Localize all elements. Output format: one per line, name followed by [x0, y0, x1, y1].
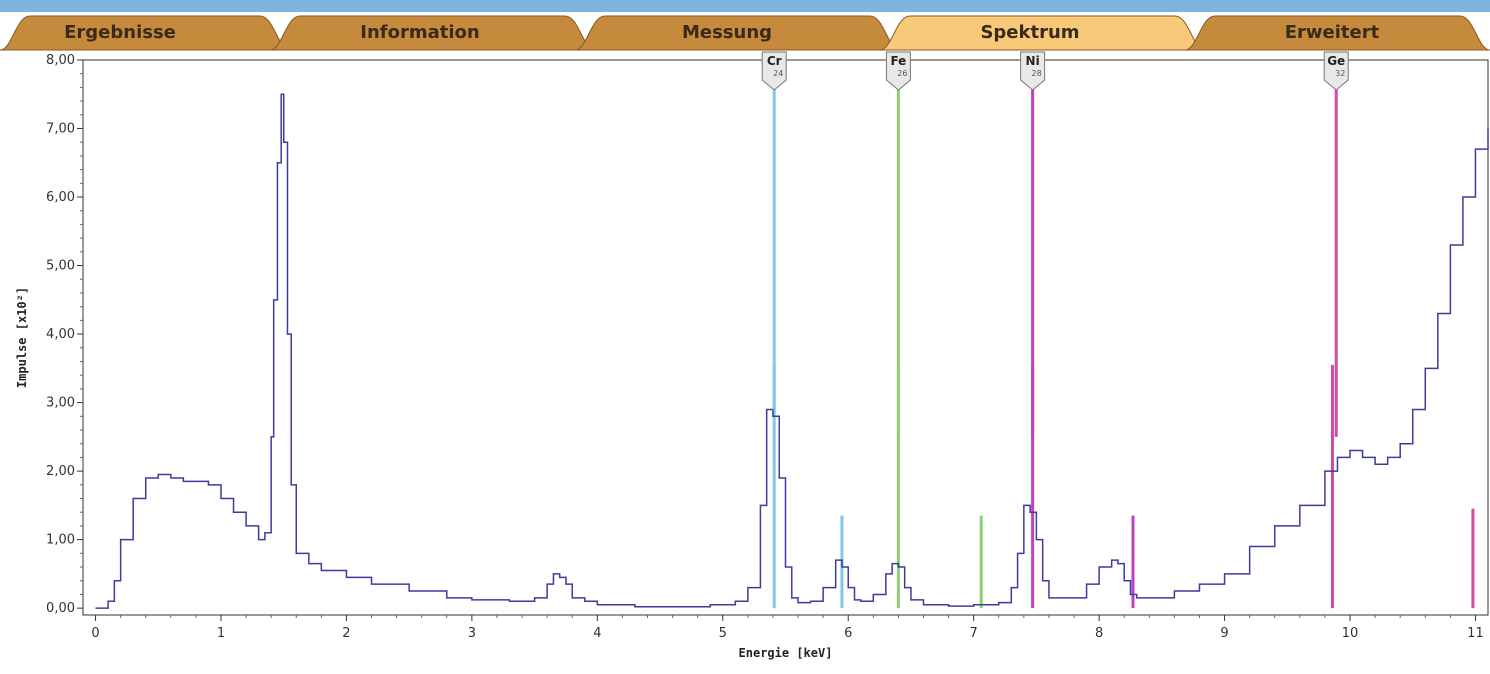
element-symbol: Fe [890, 54, 906, 68]
y-tick-label: 8,00 [46, 53, 75, 68]
tab-information[interactable]: Information [360, 22, 480, 43]
element-tag [1323, 51, 1349, 91]
element-symbol: Cr [767, 54, 782, 68]
tab-shapes [0, 15, 1490, 51]
y-tick-label: 2,00 [46, 464, 75, 479]
x-tick-label: 3 [468, 626, 476, 641]
tab-erweitert[interactable]: Erweitert [1284, 22, 1380, 43]
y-tick-label: 5,00 [46, 259, 75, 274]
x-tick-label: 9 [1220, 626, 1228, 641]
y-tick-label: 6,00 [46, 190, 75, 205]
y-tick-label: 1,00 [46, 533, 75, 548]
x-tick-label: 7 [970, 626, 978, 641]
element-tag [1020, 51, 1046, 91]
element-symbol: Ni [1026, 54, 1040, 68]
x-tick-label: 8 [1095, 626, 1103, 641]
x-tick-label: 5 [719, 626, 727, 641]
x-tick-label: 6 [844, 626, 852, 641]
tab-messung[interactable]: Messung [681, 22, 773, 43]
spectrum-line [95, 93, 1489, 609]
x-tick-label: 1 [217, 626, 225, 641]
tab-bar: Ergebnisse Information Messung Spektrum … [0, 12, 1490, 52]
element-symbol: Ge [1327, 54, 1345, 68]
tab-spektrum[interactable]: Spektrum [980, 22, 1080, 43]
x-axis-title: Energie [keV] [739, 646, 833, 660]
y-tick-label: 3,00 [46, 396, 75, 411]
top-accent-bar [0, 0, 1490, 12]
element-number: 24 [773, 69, 783, 78]
element-tag [885, 51, 911, 91]
x-tick-label: 11 [1467, 626, 1484, 641]
tab-shape-erweitert [1184, 15, 1490, 51]
x-tick-label: 0 [91, 626, 99, 641]
x-tick-label: 2 [342, 626, 350, 641]
y-axis-title: Impulse [x10²] [15, 287, 29, 388]
element-tag [761, 51, 787, 91]
element-number: 32 [1335, 69, 1345, 78]
element-number: 28 [1032, 69, 1042, 78]
y-tick-label: 4,00 [46, 327, 75, 342]
x-tick-label: 10 [1342, 626, 1359, 641]
spectrum-chart[interactable]: 0,00 1,00 2,00 3,00 4,00 5,00 6,00 7,00 8,00 0 1 2 3… [0, 50, 1490, 674]
tab-ergebnisse[interactable]: Ergebnisse [64, 22, 176, 43]
element-number: 26 [897, 69, 907, 78]
y-tick-label: 7,00 [46, 122, 75, 137]
y-tick-label: 0,00 [46, 601, 75, 616]
x-tick-label: 4 [593, 626, 601, 641]
